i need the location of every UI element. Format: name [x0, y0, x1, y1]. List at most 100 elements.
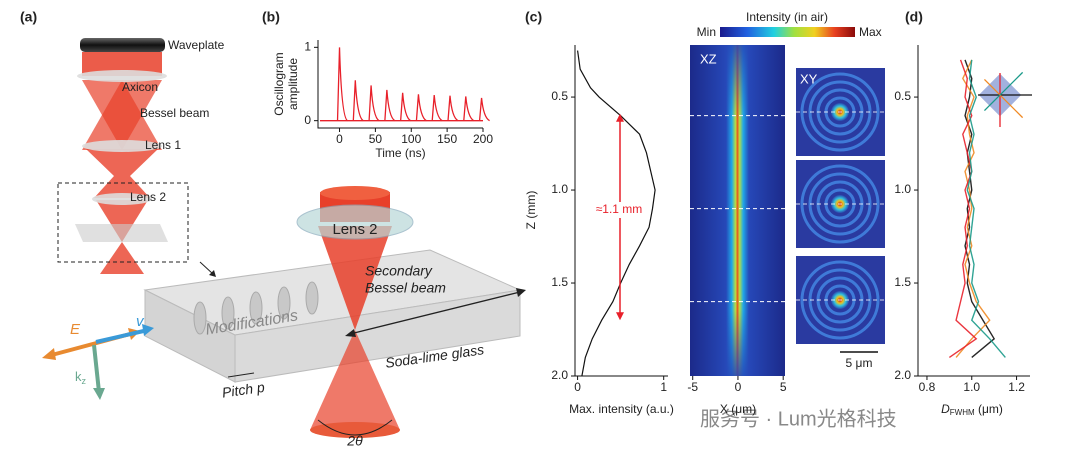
- beam: [96, 200, 148, 242]
- y-axis-label: Z (mm): [524, 191, 538, 230]
- beam-top: [320, 186, 390, 200]
- panel-label: (d): [905, 9, 923, 25]
- arrow-head: [616, 113, 624, 122]
- x-axis-label: X (μm): [720, 402, 756, 416]
- axis: [317, 40, 483, 129]
- axicon: [77, 70, 167, 82]
- inset: [978, 71, 1032, 127]
- x-tick-label: 1.0: [963, 380, 980, 394]
- y-tick-label: 0: [304, 113, 311, 127]
- x-axis-label: Time (ns): [375, 146, 425, 160]
- y-tick-label: 1.5: [551, 275, 568, 289]
- xy-label: XY: [800, 71, 818, 86]
- text: Lens 1: [145, 138, 181, 152]
- beam: [86, 149, 158, 176]
- x-tick-label: 1.2: [1008, 380, 1025, 394]
- beam-cone: [318, 226, 392, 330]
- x-tick-label: 0: [336, 132, 343, 146]
- line: [948, 59, 978, 358]
- pulse: [415, 94, 427, 122]
- xz-fade: [725, 45, 750, 376]
- bessel-cone: [82, 80, 162, 150]
- double-arrow: [349, 291, 521, 335]
- colorbar-title: Intensity (in air): [746, 10, 828, 24]
- inset-axis: [983, 71, 1024, 112]
- text: Axicon: [122, 80, 158, 94]
- arrow-head: [616, 312, 624, 321]
- pitch-arrow: [227, 372, 255, 378]
- label-part: D: [941, 402, 950, 416]
- arrow-head: [209, 270, 216, 277]
- colorbar-min: Min: [697, 25, 716, 39]
- x-axis-label: Max. intensity (a.u.): [569, 402, 674, 416]
- panel-label: (b): [262, 9, 280, 25]
- pulse: [336, 47, 349, 122]
- glass-front: [234, 289, 521, 383]
- y-axis-label: Oscillogram: [272, 52, 286, 115]
- beam: [94, 176, 150, 198]
- y-tick-label: 0.5: [894, 89, 911, 103]
- lens: [82, 140, 162, 152]
- text: Bessel beam: [140, 106, 209, 120]
- modification-marks: [193, 281, 319, 335]
- pulse: [463, 96, 475, 122]
- beam: [100, 242, 144, 274]
- label-part: FWHM: [950, 408, 975, 417]
- text: Secondary: [365, 263, 433, 279]
- text: v: [136, 313, 145, 330]
- text: Lens 2: [130, 190, 166, 204]
- y-tick-label: 2.0: [551, 368, 568, 382]
- lens: [92, 193, 152, 205]
- colorbar-max: Max: [859, 25, 882, 39]
- angle-arc: [317, 419, 393, 436]
- pulse: [431, 94, 443, 122]
- inset-axis: [983, 78, 1024, 119]
- x-tick-label: 200: [473, 132, 493, 146]
- arrow-head: [142, 324, 154, 336]
- glass: [75, 224, 168, 242]
- panel-a: (a) Waveplate Axicon Bessel beam Lens 1 …: [20, 9, 526, 449]
- arrow-head: [345, 329, 356, 337]
- x-tick-label: 5: [780, 380, 787, 394]
- ring: [800, 164, 880, 244]
- beam-bottom: [310, 422, 400, 438]
- arrow-head: [93, 388, 105, 400]
- panel-label: (c): [525, 9, 542, 25]
- ring: [800, 260, 880, 340]
- lens: [296, 204, 414, 240]
- line: [966, 59, 1006, 358]
- x-tick-label: 0: [735, 380, 742, 394]
- watermark: 服务号 · Lum光格科技: [700, 407, 897, 430]
- x-tick-label: 0.8: [919, 380, 936, 394]
- text: E: [70, 321, 81, 338]
- x-tick-label: 1: [660, 380, 667, 394]
- pulse: [384, 89, 396, 122]
- text: Bessel beam: [365, 280, 446, 296]
- k-arrow: [92, 344, 101, 393]
- pulse: [478, 97, 490, 122]
- zoom-box: [57, 182, 189, 263]
- y-tick-label: 2.0: [894, 368, 911, 382]
- y-tick-label: 1.5: [894, 275, 911, 289]
- text: 2θ: [346, 433, 363, 449]
- ring: [800, 72, 880, 152]
- text: Pitch p: [221, 379, 266, 401]
- beam-cone: [310, 330, 400, 430]
- annotation: ≈1.1 mm: [596, 202, 643, 216]
- y-tick-label: 1.0: [551, 182, 568, 196]
- y-axis-label: amplitude: [286, 58, 300, 110]
- x-tick-label: 100: [401, 132, 421, 146]
- pulse: [368, 85, 380, 122]
- pulse: [352, 80, 364, 122]
- text: Waveplate: [168, 38, 225, 52]
- x-tick-label: -5: [687, 380, 698, 394]
- x-tick-label: 0: [574, 380, 581, 394]
- pulse: [400, 92, 412, 122]
- waveplate: [80, 38, 165, 52]
- y-tick-label: 1: [304, 40, 311, 54]
- y-tick-label: 0.5: [551, 89, 568, 103]
- x-tick-label: 150: [437, 132, 457, 146]
- scale-bar-label: 5 μm: [846, 356, 873, 370]
- x-axis-label: DFWHM (μm): [941, 402, 1003, 417]
